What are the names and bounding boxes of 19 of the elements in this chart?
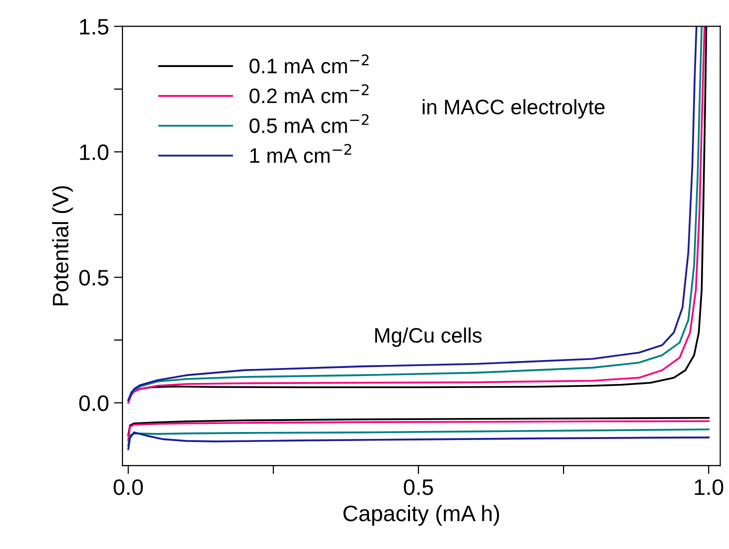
annotation: Mg/Cu cells [375, 327, 482, 347]
legend-label: 0.2 mA cm$^{−2}$ [250, 84, 369, 104]
y-tick-label: 0.5 [79, 270, 108, 286]
legend-label: 0.1 mA cm$^{−2}$ [250, 54, 369, 74]
y-tick-label: 1.0 [80, 144, 108, 160]
annotation: in MACC electrolyte [422, 99, 605, 119]
line-series [127, 428, 710, 446]
y-axis-title: Potential (V) [52, 186, 73, 306]
y-tick-label: 1.5 [80, 19, 108, 35]
line-series [127, 420, 710, 442]
x-tick-label: 0.5 [404, 479, 433, 496]
line-series [127, 416, 710, 436]
x-tick-label: 0.0 [114, 479, 143, 496]
line-series [127, 432, 710, 450]
y-tick-label: 0.0 [79, 395, 108, 412]
legend-label: 0.5 mA cm$^{−2}$ [250, 114, 369, 134]
x-tick-label: 1.0 [694, 479, 724, 496]
x-axis-title: Capacity (mA h) [343, 505, 500, 526]
legend-label: 1 mA cm$^{−2}$ [250, 144, 352, 163]
